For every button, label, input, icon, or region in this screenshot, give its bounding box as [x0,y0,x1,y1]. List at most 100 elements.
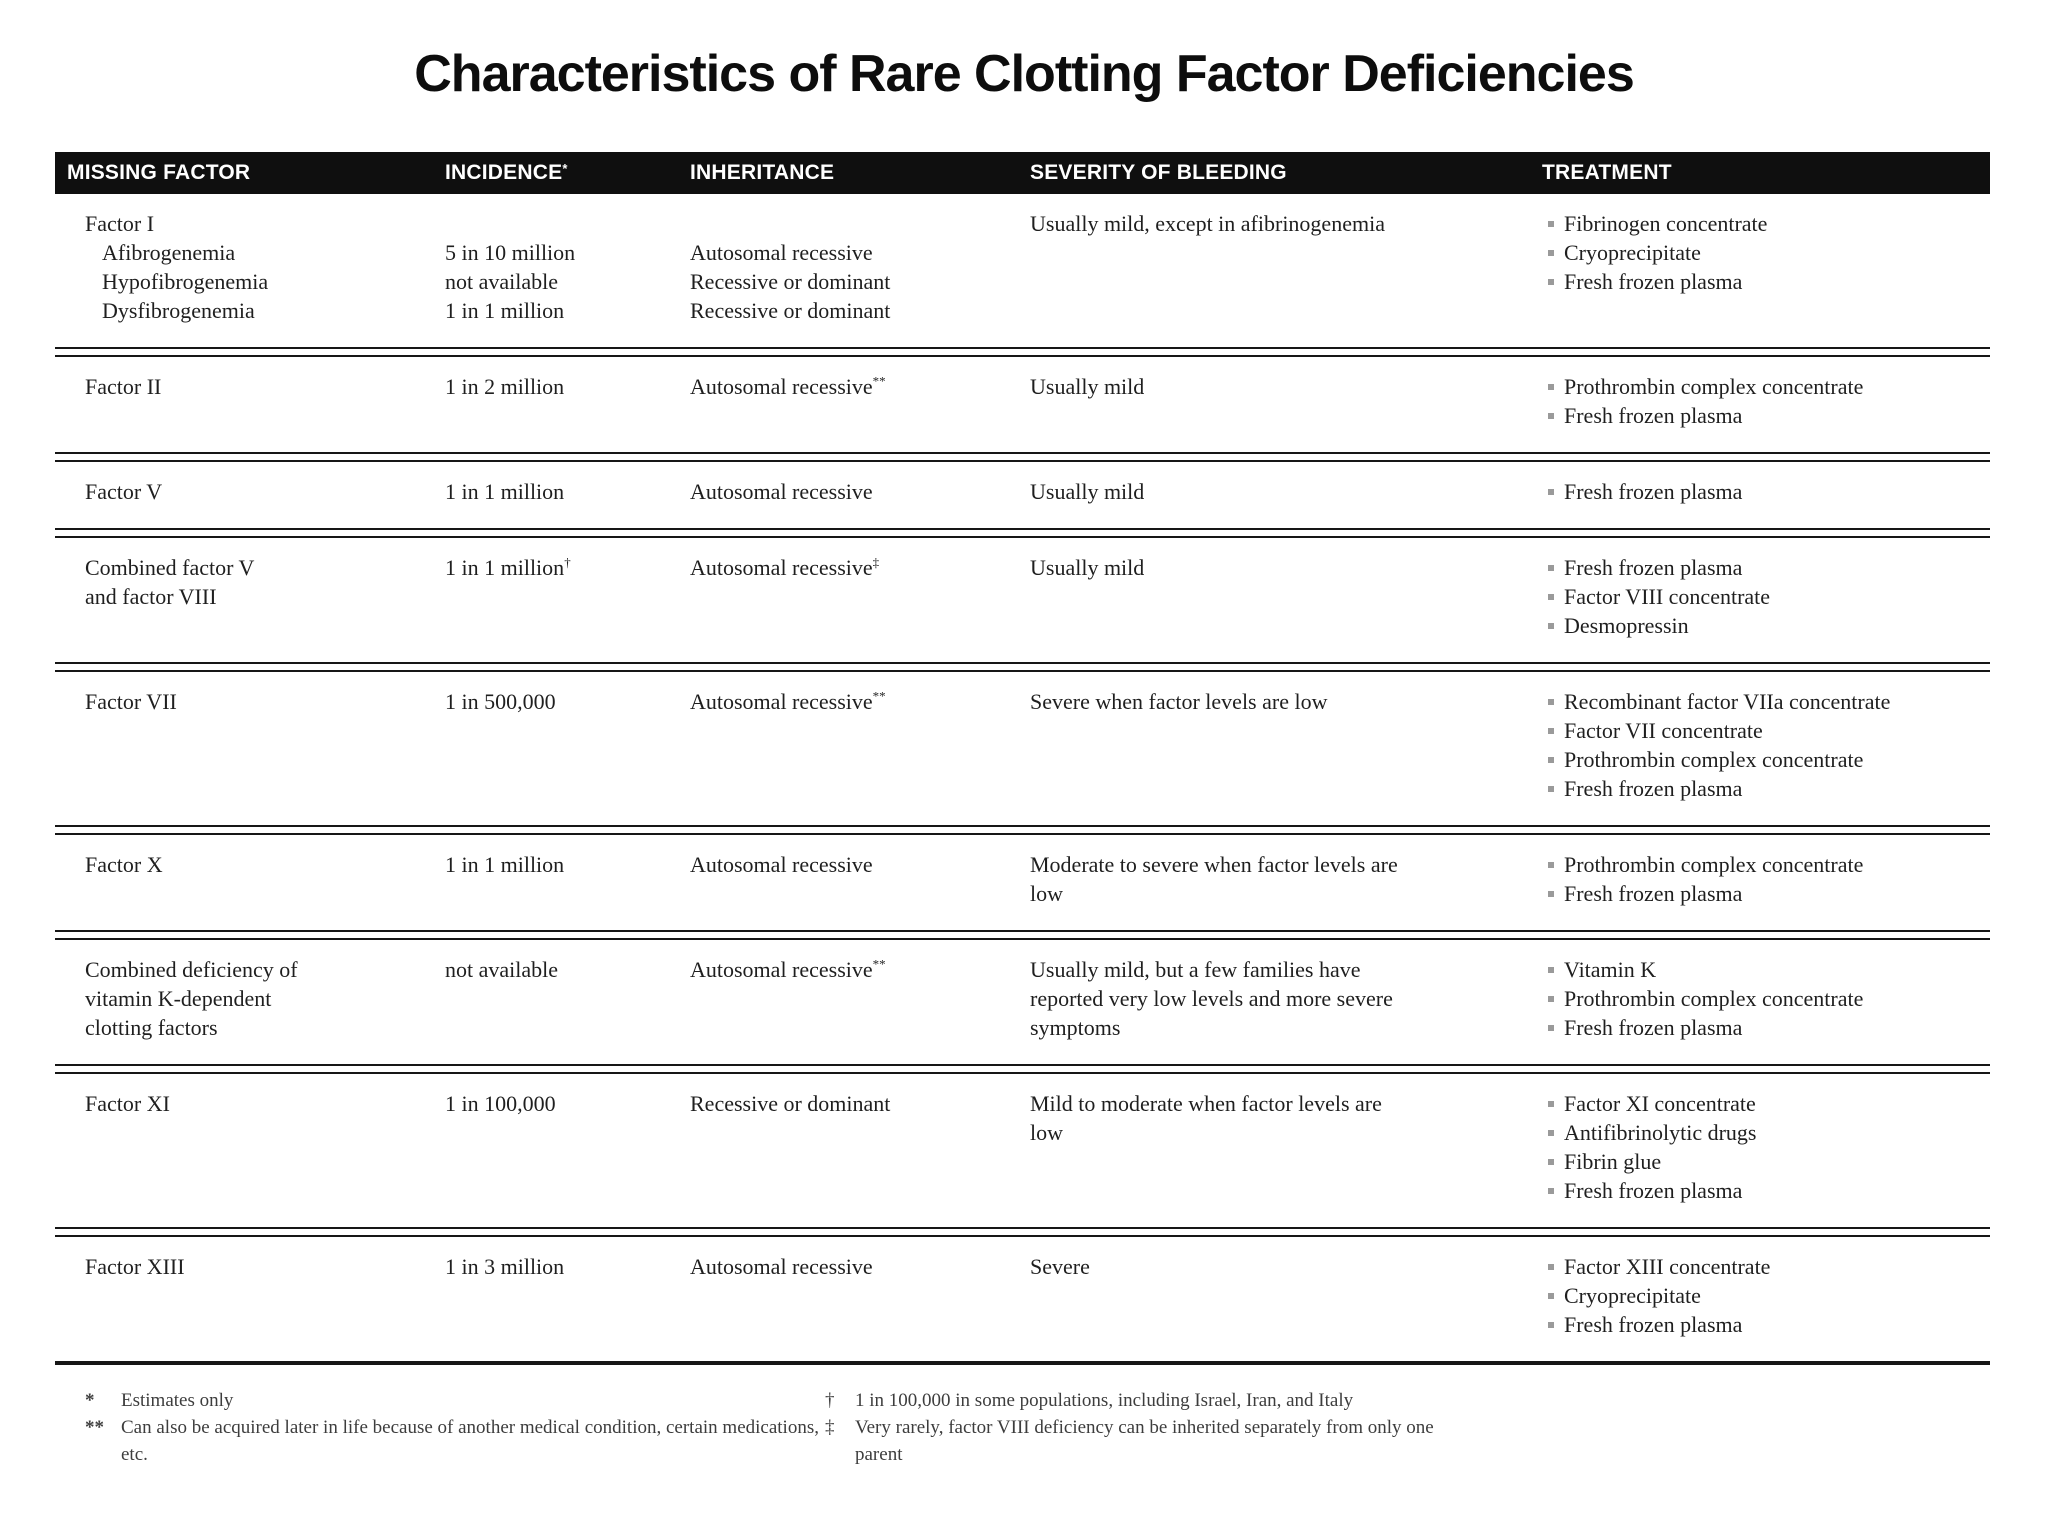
bullet-icon [1548,1101,1554,1107]
treatment-item: Fresh frozen plasma [1548,1310,1990,1339]
factor-line-text: Afibrogenemia [102,240,236,265]
cell-missing-factor: Combined deficiency of vitamin K-dependen… [55,955,445,1042]
severity-text: Usually mild [1030,479,1145,504]
bullet-icon [1548,623,1554,629]
inheritance-line: Recessive or dominant [690,296,1030,325]
factor-line: Factor XIII [85,1252,445,1281]
treatment-item-text: Fresh frozen plasma [1564,1015,1743,1040]
incidence-line-text: 1 in 1 million [445,479,565,504]
bullet-icon [1548,786,1554,792]
treatment-item: Fibrinogen concentrate [1548,209,1990,238]
treatment-item-text: Prothrombin complex concentrate [1564,747,1864,772]
table-row: Factor I Afibrogenemia Hypofibrogenemia Dys… [55,194,1990,347]
treatment-item: Fresh frozen plasma [1548,1176,1990,1205]
cell-incidence: 1 in 1 million [445,477,690,506]
cell-missing-factor: Factor I Afibrogenemia Hypofibrogenemia Dys… [55,209,445,325]
treatment-item: Fresh frozen plasma [1548,401,1990,430]
inheritance-line-text: Autosomal recessive [690,957,873,982]
factor-line: Afibrogenemia [85,238,445,267]
treatment-item-text: Desmopressin [1564,613,1689,638]
header-footnote-marker: * [562,161,568,176]
bullet-icon [1548,1293,1554,1299]
inheritance-line: Autosomal recessive [690,238,1030,267]
cell-incidence: 1 in 2 million [445,372,690,430]
incidence-line: not available [445,955,690,984]
factor-line: and factor VIII [85,582,445,611]
severity-text: Moderate to severe when factor levels ar… [1030,852,1398,906]
cell-severity: Usually mild, except in afibrinogenemia [1030,209,1542,325]
inheritance-line [690,209,1030,238]
cell-missing-factor: Factor X [55,850,445,908]
footnote-marker: † [825,1390,835,1411]
row-divider [55,1227,1990,1237]
clotting-factor-table: MISSING FACTOR INCIDENCE* INHERITANCE SEVER… [55,152,1990,1365]
factor-line-text: Dysfibrogenemia [102,298,255,323]
footnote-marker: † [564,554,571,570]
footnote-marker: ** [872,373,886,389]
factor-line: clotting factors [85,1013,445,1042]
cell-severity: Usually mild, but a few families have re… [1030,955,1542,1042]
incidence-line-text: 1 in 1 million [445,298,565,323]
column-header-incidence: INCIDENCE* [445,161,690,185]
bullet-icon [1548,221,1554,227]
bullet-icon [1548,279,1554,285]
table-row: Combined deficiency of vitamin K-dependen… [55,940,1990,1064]
incidence-line: not available [445,267,690,296]
cell-incidence: 1 in 3 million [445,1252,690,1339]
inheritance-line-text: Recessive or dominant [690,269,891,294]
inheritance-line: Recessive or dominant [690,1089,1030,1118]
footnote-item: † 1 in 100,000 in some populations, inclu… [825,1387,1525,1414]
inheritance-line-text: Autosomal recessive [690,240,873,265]
treatment-item: Recombinant factor VIIa concentrate [1548,687,1990,716]
incidence-line-text: not available [445,269,559,294]
table-row: Factor II 1 in 2 million Autosomal recessi… [55,357,1990,452]
factor-line: Factor V [85,477,445,506]
treatment-item: Desmopressin [1548,611,1990,640]
factor-line-text: Hypofibrogenemia [102,269,269,294]
incidence-line-text: 1 in 500,000 [445,689,556,714]
column-header-label: MISSING FACTOR [67,161,251,184]
factor-line-text: Factor I [85,211,155,236]
treatment-item-text: Antifibrinolytic drugs [1564,1120,1757,1145]
treatment-item-text: Fresh frozen plasma [1564,881,1743,906]
bullet-icon [1548,1322,1554,1328]
table-row: Factor V 1 in 1 million Autosomal recessiv… [55,462,1990,528]
severity-text: Usually mild, except in afibrinogenemia [1030,211,1385,236]
treatment-item-text: Vitamin K [1564,957,1657,982]
factor-line: Dysfibrogenemia [85,296,445,325]
cell-missing-factor: Combined factor V and factor VIII [55,553,445,640]
cell-severity: Severe [1030,1252,1542,1339]
table-row: Factor XI 1 in 100,000 Recessive or domina… [55,1074,1990,1227]
inheritance-line-text: Autosomal recessive [690,852,873,877]
column-header-label: SEVERITY OF BLEEDING [1030,161,1287,184]
footnote-text: Very rarely, factor VIII deficiency can … [855,1417,1434,1465]
bullet-icon [1548,996,1554,1002]
incidence-line: 1 in 3 million [445,1252,690,1281]
treatment-item: Prothrombin complex concentrate [1548,850,1990,879]
incidence-line: 1 in 1 million† [445,553,690,582]
factor-line: Factor I [85,209,445,238]
column-header-label: INHERITANCE [690,161,835,184]
bullet-icon [1548,757,1554,763]
treatment-item-text: Factor VII concentrate [1564,718,1763,743]
cell-incidence: 1 in 100,000 [445,1089,690,1205]
factor-line-text: clotting factors [85,1015,218,1040]
cell-severity: Mild to moderate when factor levels are … [1030,1089,1542,1205]
row-divider [55,930,1990,940]
cell-treatment: Factor XIII concentrate Cryoprecipitate Fr… [1542,1252,1990,1339]
factor-line-text: Factor XI [85,1091,170,1116]
treatment-item: Cryoprecipitate [1548,238,1990,267]
incidence-line-text: 1 in 3 million [445,1254,565,1279]
table-row: Combined factor V and factor VIII 1 in 1 m… [55,538,1990,662]
footnotes: * Estimates only ** Can also be acquired la… [55,1387,1990,1468]
cell-inheritance: Autosomal recessive‡ [690,553,1030,640]
factor-line: Combined factor V [85,553,445,582]
bullet-icon [1548,594,1554,600]
factor-line: Combined deficiency of [85,955,445,984]
treatment-item-text: Fresh frozen plasma [1564,479,1743,504]
treatment-item-text: Fresh frozen plasma [1564,1312,1743,1337]
table-body: Factor I Afibrogenemia Hypofibrogenemia Dys… [55,194,1990,1365]
cell-severity: Usually mild [1030,372,1542,430]
treatment-item-text: Factor VIII concentrate [1564,584,1771,609]
cell-incidence: not available [445,955,690,1042]
